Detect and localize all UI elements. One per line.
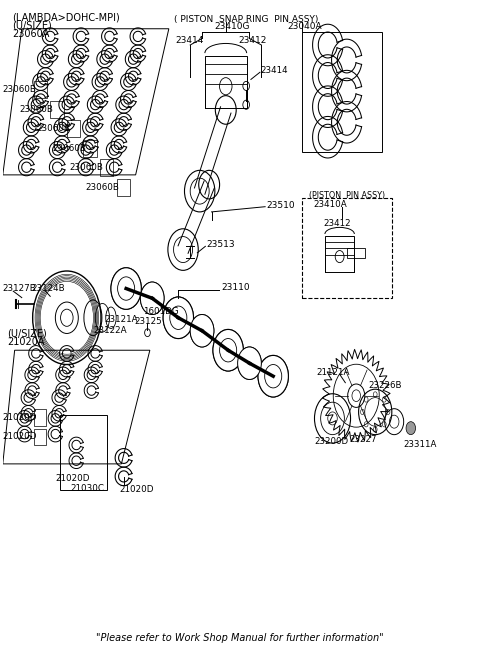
Text: 23226B: 23226B [368, 381, 402, 390]
Text: 23060B: 23060B [19, 105, 53, 114]
Text: 23110: 23110 [221, 283, 250, 291]
Text: 23060B: 23060B [36, 124, 70, 133]
Text: 21020D: 21020D [3, 413, 37, 422]
Bar [325, 236, 354, 272]
Text: 23060B: 23060B [3, 85, 36, 94]
Text: 21121A: 21121A [316, 369, 349, 377]
Bar [84, 140, 96, 157]
Text: 23040A: 23040A [288, 22, 322, 31]
Text: 23127B: 23127B [3, 284, 36, 293]
Text: 21020D: 21020D [3, 432, 37, 441]
Text: 23060A: 23060A [12, 29, 49, 39]
Text: 23412: 23412 [239, 36, 267, 45]
Text: (U/SIZE): (U/SIZE) [8, 329, 47, 339]
Bar [34, 81, 47, 98]
Text: (LAMBDA>DOHC-MPI): (LAMBDA>DOHC-MPI) [12, 12, 120, 22]
Text: 23510: 23510 [266, 201, 295, 210]
Text: 23412: 23412 [323, 219, 351, 228]
Text: 23060B: 23060B [86, 183, 120, 192]
Text: 23410G: 23410G [214, 22, 250, 31]
Text: ( PISTON  SNAP RING  PIN ASSY): ( PISTON SNAP RING PIN ASSY) [174, 14, 318, 24]
Bar [50, 101, 63, 118]
Text: 21020D: 21020D [119, 485, 154, 495]
Text: (PISTON  PIN ASSY): (PISTON PIN ASSY) [309, 191, 385, 200]
Text: 23121A: 23121A [105, 314, 138, 324]
Text: 23410A: 23410A [313, 200, 348, 208]
Bar [67, 121, 80, 137]
Bar [347, 248, 365, 258]
Circle shape [406, 422, 416, 435]
Text: 21020A: 21020A [8, 337, 45, 347]
Text: 23060B: 23060B [53, 143, 86, 153]
Circle shape [238, 347, 261, 379]
Text: 23124B: 23124B [31, 284, 65, 293]
Text: 23060B: 23060B [69, 163, 103, 172]
Text: 21030C: 21030C [71, 484, 105, 493]
Circle shape [258, 356, 288, 397]
Bar [34, 409, 46, 426]
Text: 21020D: 21020D [56, 474, 90, 483]
Text: (U/SIZE): (U/SIZE) [12, 20, 52, 31]
Bar [100, 159, 113, 176]
Bar [301, 32, 383, 152]
Bar [301, 198, 392, 298]
Text: 23414: 23414 [261, 66, 288, 75]
Circle shape [163, 297, 193, 339]
Text: 23414: 23414 [175, 36, 204, 45]
Text: 23125: 23125 [135, 316, 162, 326]
Bar [60, 415, 107, 490]
Text: 23311A: 23311A [404, 440, 437, 449]
Text: 23227: 23227 [349, 435, 377, 443]
Text: 23200D: 23200D [314, 437, 348, 445]
Circle shape [111, 268, 141, 309]
Text: 23513: 23513 [207, 240, 235, 249]
Circle shape [213, 329, 243, 371]
Bar [34, 429, 46, 445]
Text: 23122A: 23122A [93, 326, 127, 335]
Circle shape [190, 314, 214, 347]
Bar [117, 179, 130, 196]
Text: 1601DG: 1601DG [143, 307, 179, 316]
Text: "Please refer to Work Shop Manual for further information": "Please refer to Work Shop Manual for fu… [96, 633, 384, 643]
Circle shape [140, 282, 164, 314]
Bar [205, 56, 247, 108]
